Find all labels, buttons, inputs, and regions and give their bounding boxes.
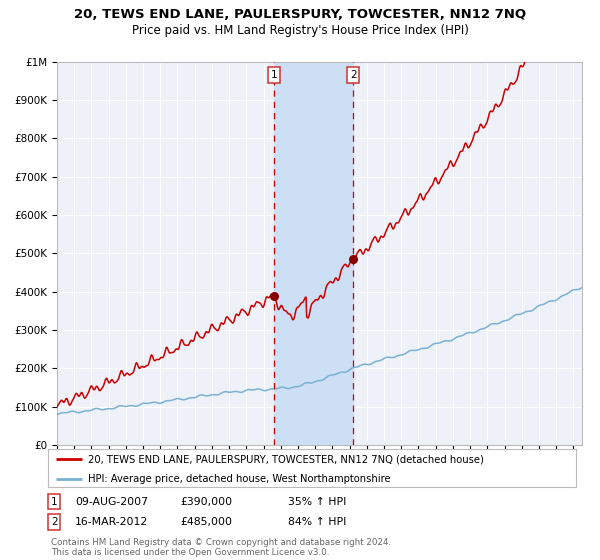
Text: 2: 2 [350, 70, 356, 80]
Text: Price paid vs. HM Land Registry's House Price Index (HPI): Price paid vs. HM Land Registry's House … [131, 24, 469, 36]
Text: 84% ↑ HPI: 84% ↑ HPI [288, 517, 346, 527]
Text: 1: 1 [51, 497, 58, 507]
Text: 35% ↑ HPI: 35% ↑ HPI [288, 497, 346, 507]
Text: Contains HM Land Registry data © Crown copyright and database right 2024.
This d: Contains HM Land Registry data © Crown c… [51, 538, 391, 557]
Text: £390,000: £390,000 [180, 497, 232, 507]
Text: 2: 2 [51, 517, 58, 527]
Text: 20, TEWS END LANE, PAULERSPURY, TOWCESTER, NN12 7NQ (detached house): 20, TEWS END LANE, PAULERSPURY, TOWCESTE… [88, 454, 484, 464]
Text: £485,000: £485,000 [180, 517, 232, 527]
Text: 16-MAR-2012: 16-MAR-2012 [75, 517, 148, 527]
Text: 09-AUG-2007: 09-AUG-2007 [75, 497, 148, 507]
Bar [274, 62, 353, 445]
Text: 1: 1 [271, 70, 277, 80]
Text: HPI: Average price, detached house, West Northamptonshire: HPI: Average price, detached house, West… [88, 474, 390, 484]
Text: 20, TEWS END LANE, PAULERSPURY, TOWCESTER, NN12 7NQ: 20, TEWS END LANE, PAULERSPURY, TOWCESTE… [74, 8, 526, 21]
